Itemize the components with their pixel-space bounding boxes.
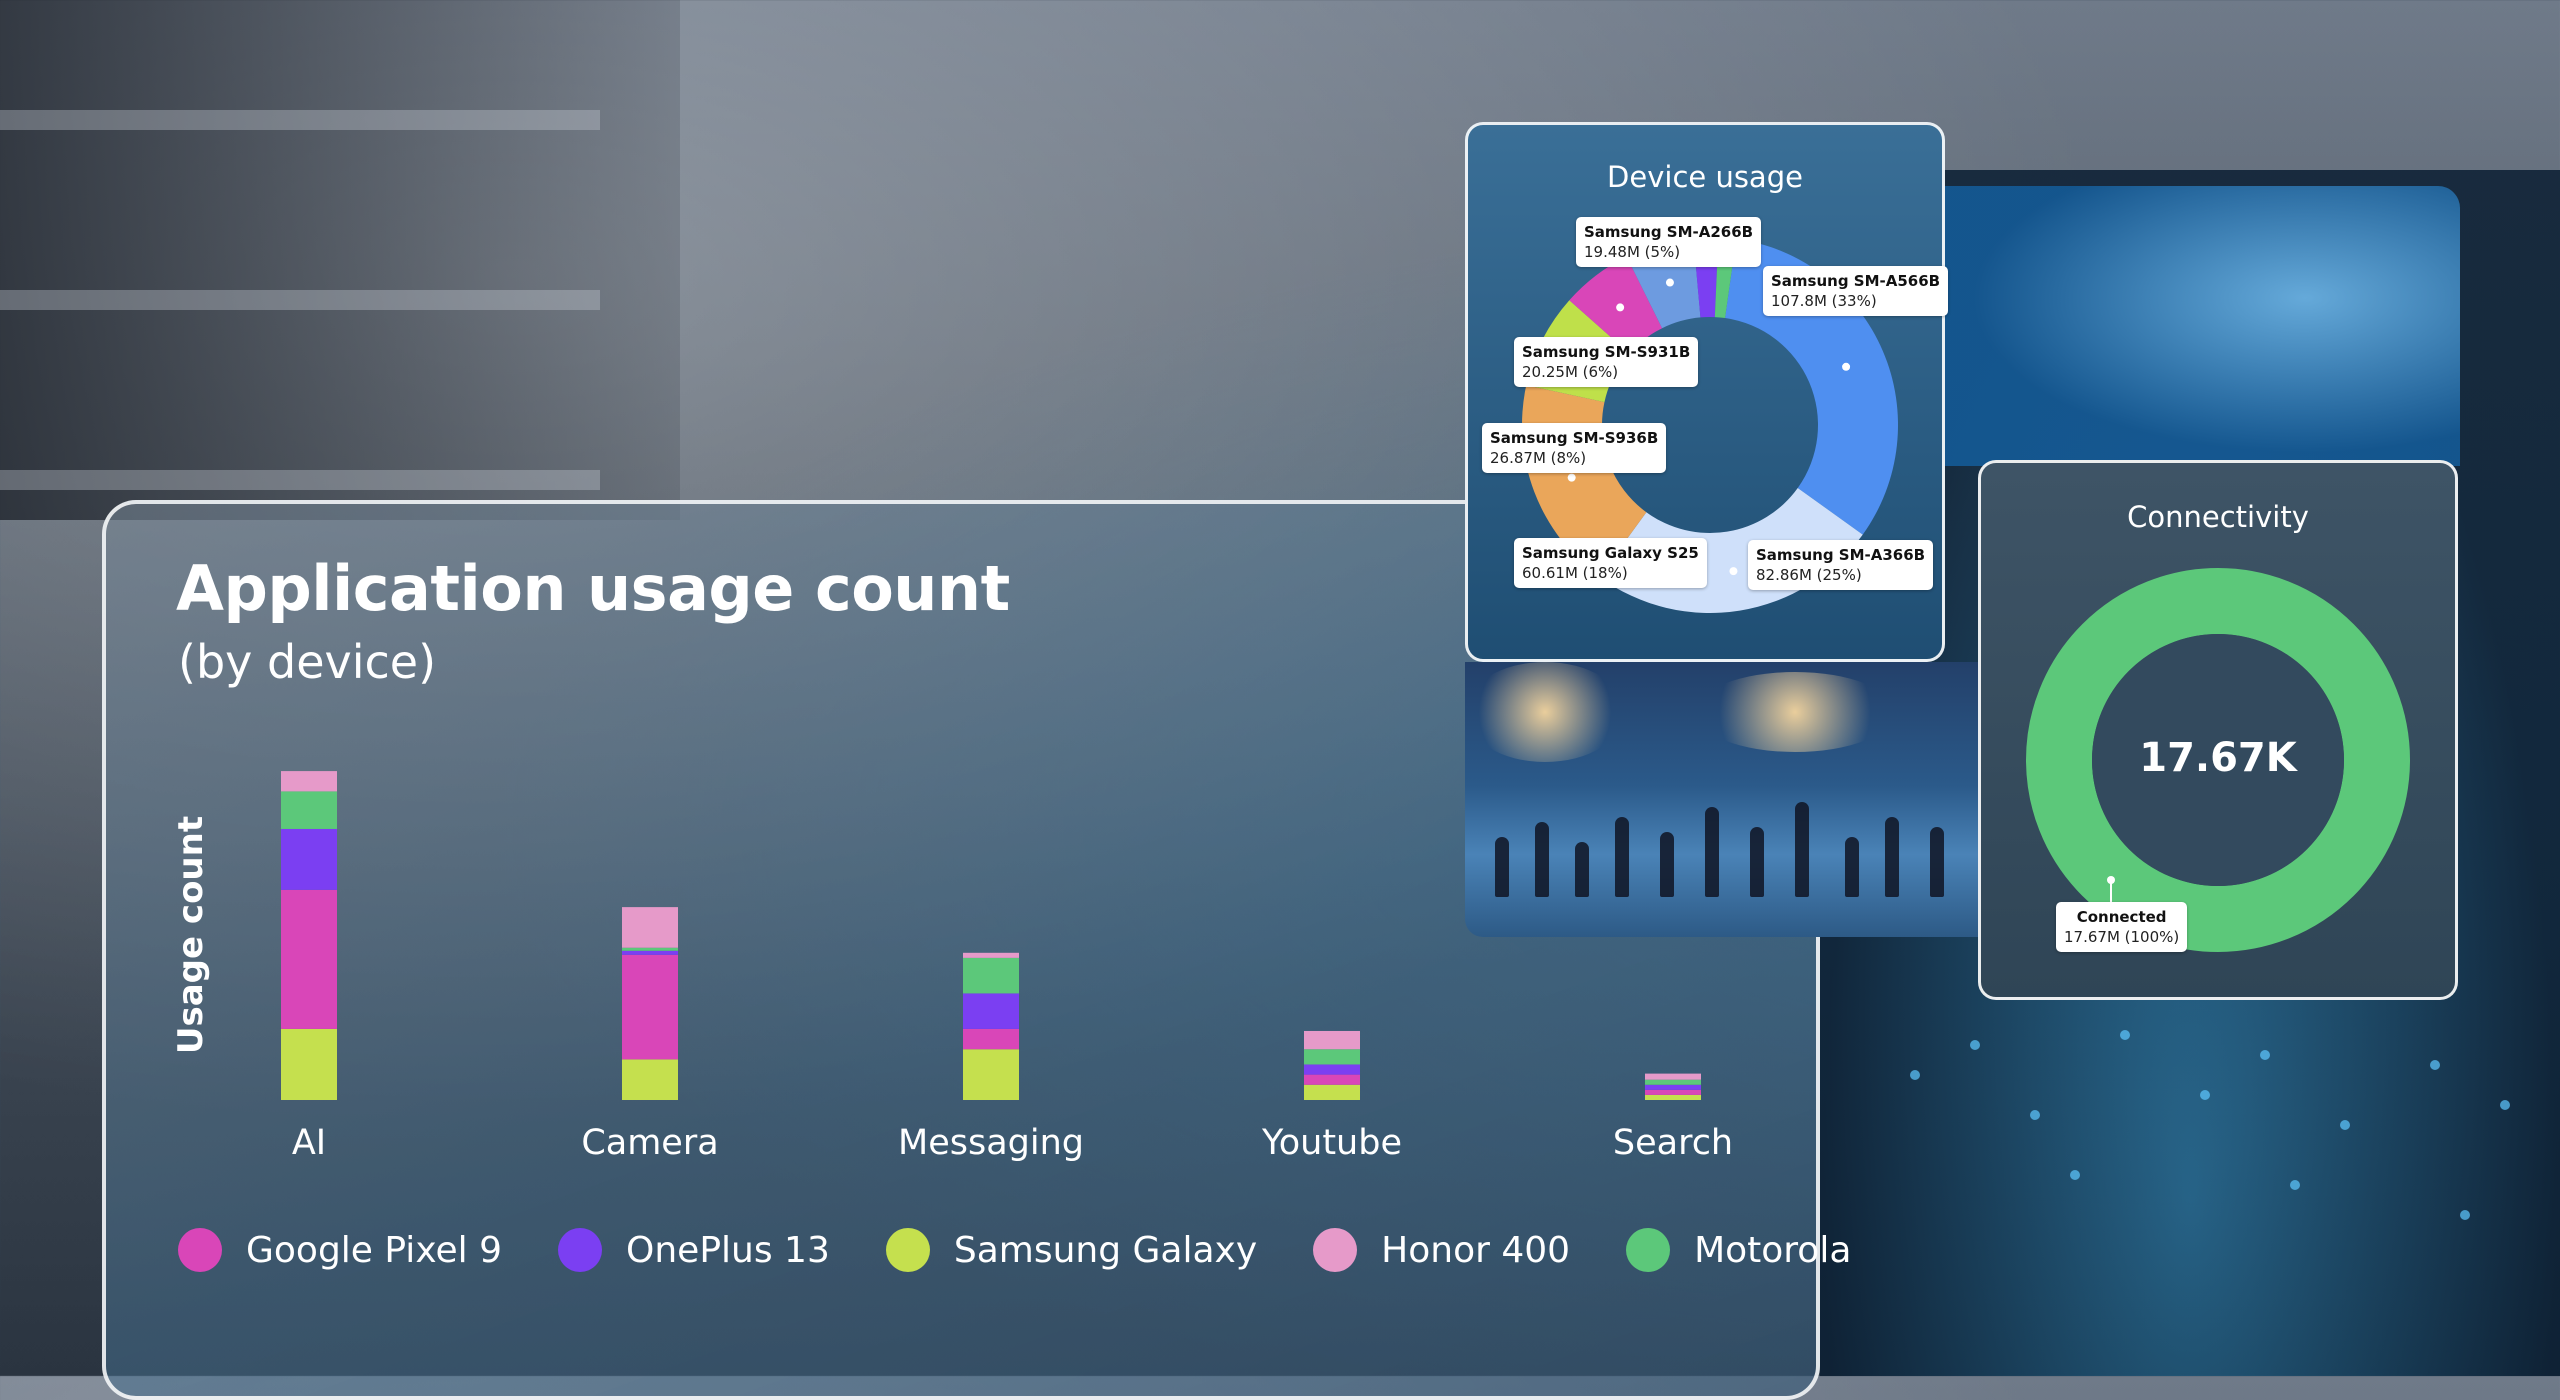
bar-segment-youtube-samsung-galaxy (1304, 1084, 1360, 1100)
callout-value: 20.25M (6%) (1522, 363, 1619, 381)
callout-label: Samsung SM-A566B (1771, 272, 1941, 290)
callout-value: 26.87M (8%) (1490, 449, 1587, 467)
callout-label: Samsung Galaxy S25 (1522, 544, 1699, 562)
callout-samsung-sm-a366b: Samsung SM-A366B 82.86M (25%) (1748, 540, 1934, 590)
callout-dot (1842, 362, 1851, 371)
callout-dot (1616, 303, 1625, 312)
bar-segment-youtube-google-pixel-9 (1304, 1074, 1360, 1085)
legend-label: Google Pixel 9 (246, 1229, 503, 1271)
x-tick-label: Youtube (1261, 1123, 1402, 1163)
bar-segment-messaging-honor-400 (963, 952, 1019, 958)
legend-swatch (558, 1228, 603, 1272)
legend-swatch (1626, 1228, 1671, 1272)
callout-label: Samsung SM-A366B (1756, 546, 1926, 564)
bar-segment-ai-oneplus-13 (281, 828, 337, 890)
bar-segment-search-oneplus-13 (1645, 1084, 1701, 1090)
callout-label: Connected (2076, 908, 2167, 926)
legend-item: Honor 400 (1313, 1228, 1570, 1272)
legend-item: Motorola (1626, 1228, 1851, 1272)
callout-label: Samsung SM-A266B (1584, 223, 1754, 241)
shelf-row (0, 470, 600, 490)
background-shelves (0, 0, 680, 520)
bar-segment-search-google-pixel-9 (1645, 1089, 1701, 1095)
chart-title: Application usage count (176, 552, 1010, 625)
callout-value: 19.48M (5%) (1584, 243, 1681, 261)
callout-dot (1665, 278, 1674, 287)
bar-segment-youtube-motorola (1304, 1049, 1360, 1065)
legend-label: OnePlus 13 (626, 1229, 830, 1271)
x-tick-label: Search (1613, 1123, 1733, 1163)
callout-value: 82.86M (25%) (1756, 566, 1862, 584)
bar-segment-camera-oneplus-13 (622, 950, 678, 955)
crowd-photo (1465, 662, 1985, 937)
bar-segment-ai-google-pixel-9 (281, 889, 337, 1029)
backdrop-image (1945, 186, 2460, 466)
callout-label: Samsung SM-S936B (1490, 429, 1659, 447)
callout-samsung-sm-a566b: Samsung SM-A566B 107.8M (33%) (1763, 266, 1949, 316)
connectivity-title: Connectivity (2127, 500, 2309, 534)
callout-value: 60.61M (18%) (1522, 564, 1628, 582)
donut-slice (2026, 568, 2410, 952)
bar-segment-youtube-honor-400 (1304, 1030, 1360, 1050)
legend-swatch (1313, 1228, 1358, 1272)
x-tick-label: Camera (581, 1123, 718, 1163)
bar-segment-ai-honor-400 (281, 771, 337, 792)
shelf-row (0, 290, 600, 310)
bar-segment-messaging-google-pixel-9 (963, 1028, 1019, 1050)
donut-hole (2092, 634, 2344, 886)
bar-segment-ai-samsung-galaxy (281, 1028, 337, 1100)
legend: Google Pixel 9 OnePlus 13 Samsung Galaxy Ho… (178, 1228, 1907, 1272)
bar-segment-camera-google-pixel-9 (622, 954, 678, 1060)
callout-dot (1567, 473, 1576, 482)
x-tick-label: Messaging (898, 1123, 1084, 1163)
connectivity-center-value: 17.67K (2139, 735, 2297, 781)
legend-swatch (885, 1228, 930, 1272)
bar-segment-camera-honor-400 (622, 907, 678, 948)
callout-samsung-sm-s931b: Samsung SM-S931B 20.25M (6%) (1514, 337, 1699, 387)
legend-item: Samsung Galaxy (885, 1228, 1258, 1272)
legend-label: Samsung Galaxy (953, 1229, 1258, 1271)
callout-value: 17.67M (100%) (2064, 928, 2180, 946)
bar-segment-search-motorola (1645, 1079, 1701, 1085)
bar-segment-ai-motorola (281, 791, 337, 829)
bar-segment-youtube-oneplus-13 (1304, 1064, 1360, 1075)
chart-subtitle: (by device) (178, 635, 437, 689)
x-tick-label: AI (292, 1123, 326, 1163)
legend-item: Google Pixel 9 (178, 1228, 502, 1272)
shelf-row (0, 110, 600, 130)
callout-connected: Connected 17.67M (100%) (2056, 902, 2188, 952)
device-usage-title: Device usage (1607, 160, 1803, 194)
legend-item: OnePlus 13 (558, 1228, 830, 1272)
callout-value: 107.8M (33%) (1771, 292, 1877, 310)
callout-samsung-sm-a266b: Samsung SM-A266B 19.48M (5%) (1576, 217, 1762, 267)
callout-samsung-sm-s936b: Samsung SM-S936B 26.87M (8%) (1482, 423, 1667, 473)
bar-segment-search-samsung-galaxy (1645, 1094, 1701, 1100)
legend-swatch (178, 1228, 222, 1272)
callout-samsung-galaxy-s25: Samsung Galaxy S25 60.61M (18%) (1514, 538, 1707, 588)
bar-segment-camera-samsung-galaxy (622, 1059, 678, 1100)
bar-segment-messaging-motorola (963, 957, 1019, 994)
donut-slice (1569, 256, 1663, 354)
bar-segment-search-honor-400 (1645, 1073, 1701, 1080)
bar-segment-camera-motorola (622, 947, 678, 951)
callout-dot (1729, 567, 1738, 576)
callout-label: Samsung SM-S931B (1522, 343, 1691, 361)
legend-label: Honor 400 (1381, 1229, 1571, 1271)
bar-segment-messaging-samsung-galaxy (963, 1049, 1019, 1100)
bar-segment-messaging-oneplus-13 (963, 993, 1019, 1029)
legend-label: Motorola (1694, 1229, 1852, 1271)
